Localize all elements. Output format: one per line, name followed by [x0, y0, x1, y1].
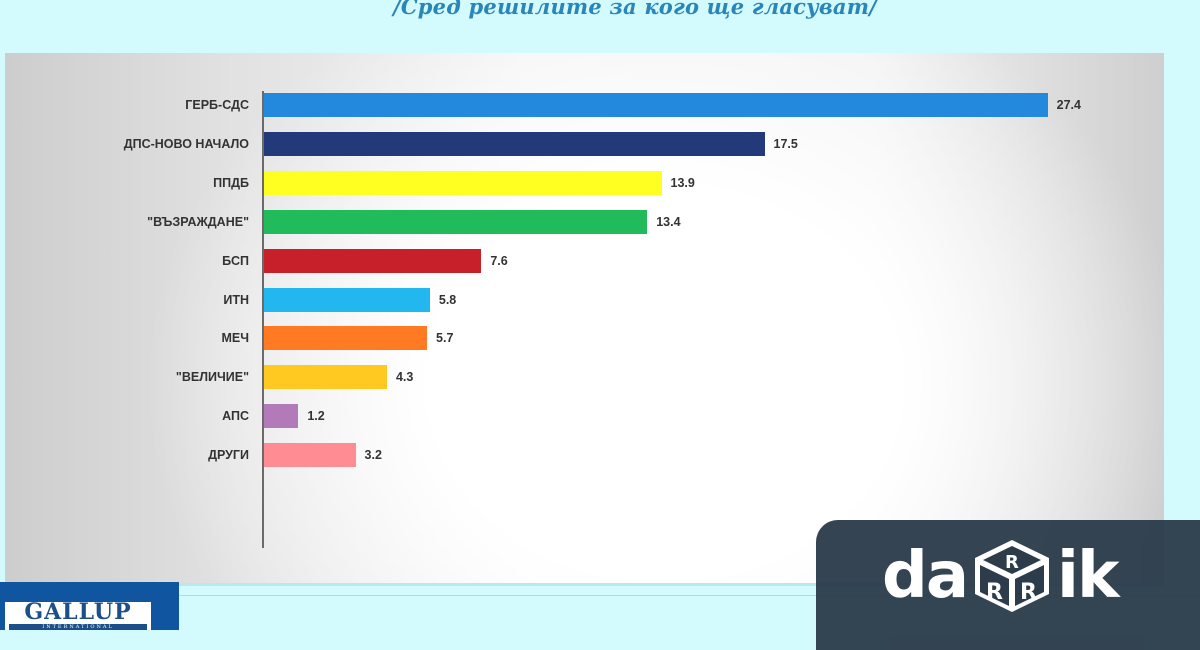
- darik-logo-text-right: ik: [1057, 539, 1119, 613]
- bar: [264, 443, 356, 468]
- bar-value-label: 5.7: [436, 331, 454, 346]
- bar-label: АПС: [222, 409, 249, 424]
- darik-logo-badge: da R R R ik: [816, 520, 1200, 650]
- bar-value-label: 13.9: [670, 175, 695, 190]
- bar-value-label: 1.2: [307, 409, 325, 424]
- gallup-logo-text: GALLUP: [24, 599, 132, 625]
- bar-label: ППДБ: [213, 175, 249, 190]
- bar-value-label: 17.5: [773, 136, 798, 151]
- y-axis-line: [262, 91, 264, 548]
- bar-label: "ВЪЗРАЖДАНЕ": [147, 214, 249, 229]
- bar-row: "ВЪЗРАЖДАНЕ" 13.4: [0, 209, 1200, 235]
- bar-row: "ВЕЛИЧИЕ" 4.3: [0, 364, 1200, 390]
- bar: [264, 326, 428, 351]
- bar-row: ИТН 5.8: [0, 287, 1200, 313]
- bar-row: ДПС-НОВО НАЧАЛО 17.5: [0, 131, 1200, 157]
- bar-label: ДРУГИ: [208, 448, 249, 463]
- bar-value-label: 5.8: [438, 292, 457, 307]
- darik-logo-text-left: da: [882, 539, 969, 613]
- bar-label: ДПС-НОВО НАЧАЛО: [123, 136, 249, 151]
- bar-value-label: 27.4: [1056, 98, 1081, 112]
- bar-label: "ВЕЛИЧИЕ": [175, 370, 249, 385]
- gallup-logo: GALLUP INTERNATIONAL: [0, 582, 179, 630]
- bar-label: БСП: [222, 253, 249, 268]
- bar: [264, 287, 430, 312]
- bar-row: ДРУГИ 3.2: [0, 442, 1200, 468]
- bar: [264, 170, 662, 195]
- bar: [264, 131, 765, 156]
- bar-row: МЕЧ 5.7: [0, 325, 1200, 351]
- bar-value-label: 13.4: [656, 214, 681, 229]
- bar: [264, 248, 482, 273]
- dice-icon: R R R: [975, 540, 1049, 612]
- svg-text:R: R: [1020, 580, 1037, 605]
- bar-label: МЕЧ: [221, 331, 249, 346]
- bar-row: ГЕРБ-СДС 27.4: [0, 92, 1200, 118]
- bar-value-label: 4.3: [395, 370, 414, 385]
- bar: [264, 209, 648, 234]
- bar-value-label: 7.6: [490, 253, 508, 268]
- bar: [264, 365, 387, 390]
- gallup-logo-subtext: INTERNATIONAL: [9, 624, 147, 630]
- bar-label: ИТН: [223, 292, 249, 307]
- bar-label: ГЕРБ-СДС: [185, 98, 249, 112]
- divider-line: [0, 595, 1200, 596]
- chart-subtitle: /Сред решилите за кого ще гласуват/: [393, 0, 877, 19]
- bar: [264, 404, 299, 429]
- bar-value-label: 3.2: [364, 448, 382, 463]
- bar-row: БСП 7.6: [0, 248, 1200, 274]
- svg-text:R: R: [986, 580, 1003, 605]
- bar-row: АПС 1.2: [0, 403, 1200, 429]
- bar-row: ППДБ 13.9: [0, 170, 1200, 196]
- bar: [264, 93, 1048, 117]
